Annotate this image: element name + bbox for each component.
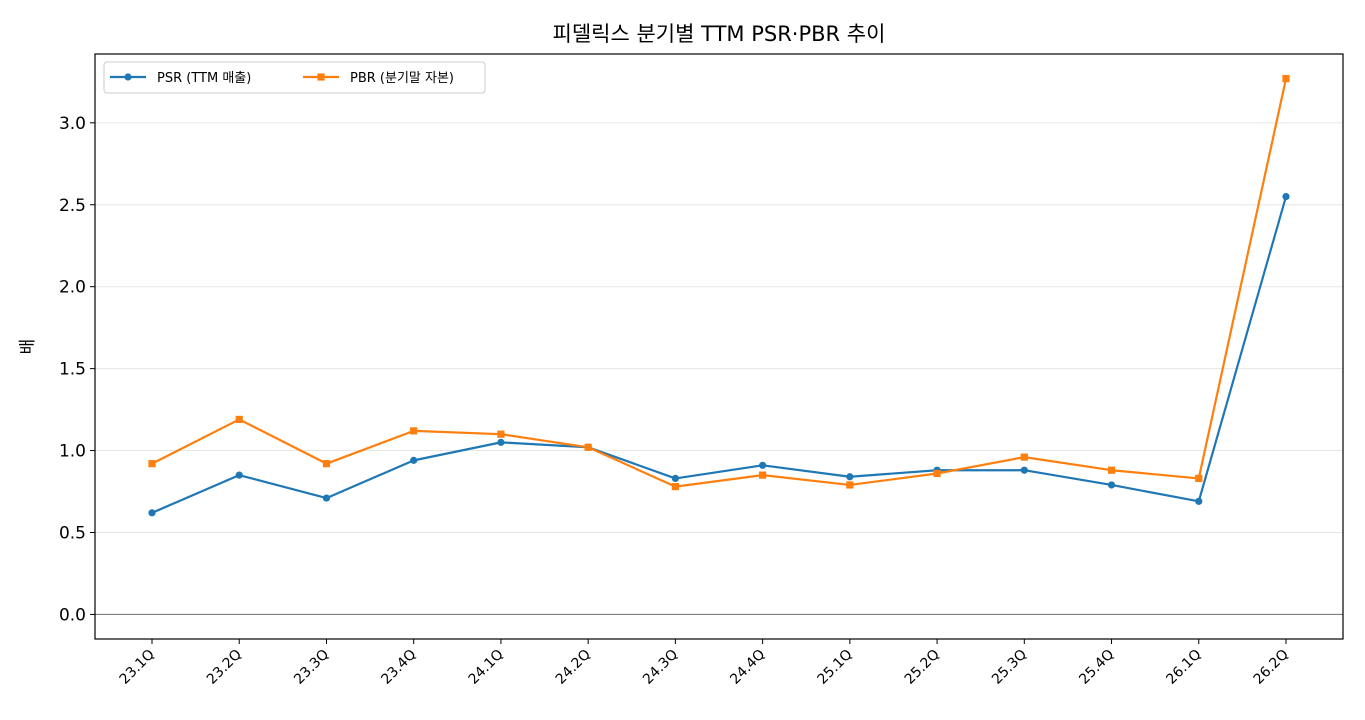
data-point [1195, 497, 1203, 505]
data-point [1282, 192, 1290, 201]
series-group [148, 74, 1290, 517]
data-point [671, 483, 679, 491]
y-axis-label: 배 [18, 339, 38, 355]
data-point [1020, 453, 1028, 461]
x-tick-label: 26.2Q [1251, 647, 1292, 688]
legend-marker [124, 73, 132, 81]
data-point [584, 443, 592, 451]
data-point [671, 474, 679, 483]
x-tick-label: 26.1Q [1163, 647, 1204, 688]
data-point [497, 430, 505, 438]
x-tick-label: 25.4Q [1076, 647, 1117, 688]
y-tick-label: 1.0 [59, 442, 86, 462]
x-tick-label: 23.4Q [378, 647, 419, 688]
data-point [1020, 466, 1028, 474]
x-tick-label: 24.1Q [466, 647, 507, 688]
y-tick-label: 2.0 [59, 278, 86, 298]
legend-label: PBR (분기말 자본) [350, 71, 454, 86]
data-point [410, 456, 418, 464]
legend-marker [317, 73, 325, 81]
x-tick-label: 23.3Q [291, 647, 332, 688]
data-point [1195, 474, 1203, 483]
plot-frame [94, 53, 1344, 640]
x-tick-label: 24.3Q [640, 647, 681, 688]
x-axis-ticks: 23.1Q 23.2Q 23.3Q 23.4Q 24.1Q 24.2Q 24.3Q 24.4Q… [117, 639, 1292, 688]
y-tick-label: 2.5 [59, 196, 86, 216]
data-point [933, 469, 941, 478]
data-point [1282, 74, 1290, 83]
data-point [497, 438, 505, 446]
series-line [151, 78, 1288, 488]
x-tick-label: 23.2Q [204, 647, 245, 688]
legend-box [103, 61, 486, 94]
data-point [846, 481, 854, 489]
data-point [322, 494, 331, 502]
x-tick-label: 24.4Q [727, 647, 768, 688]
series-line [151, 196, 1288, 514]
x-tick-label: 25.3Q [989, 647, 1030, 688]
x-tick-label: 23.1Q [117, 647, 158, 688]
data-point [846, 473, 854, 481]
data-point [235, 471, 243, 479]
series-pbr [148, 74, 1290, 491]
data-point [759, 471, 767, 479]
x-tick-label: 25.2Q [902, 647, 943, 688]
data-point [322, 460, 331, 468]
legend: PSR (TTM 매출) PBR (분기말 자본) [103, 61, 486, 94]
x-tick-label: 25.1Q [815, 647, 856, 688]
data-point [1107, 466, 1116, 474]
data-point [148, 509, 156, 517]
legend-label: PSR (TTM 매출) [157, 71, 251, 86]
chart-title: 피델릭스 분기별 TTM PSR·PBR 추이 [553, 22, 886, 46]
data-point [235, 415, 243, 424]
data-point [759, 461, 767, 469]
y-tick-label: 0.5 [59, 523, 86, 543]
series-psr [148, 192, 1290, 517]
y-tick-label: 3.0 [59, 114, 86, 134]
data-point [1107, 481, 1116, 489]
x-tick-label: 24.2Q [553, 647, 594, 688]
y-tick-label: 1.5 [59, 360, 86, 380]
gridlines [95, 122, 1343, 615]
y-tick-label: 0.0 [59, 605, 86, 625]
y-axis-ticks: 0.0 0.5 1.0 1.5 2.0 2.5 3.0 [59, 114, 95, 625]
data-point [410, 427, 418, 435]
data-point [148, 460, 156, 468]
